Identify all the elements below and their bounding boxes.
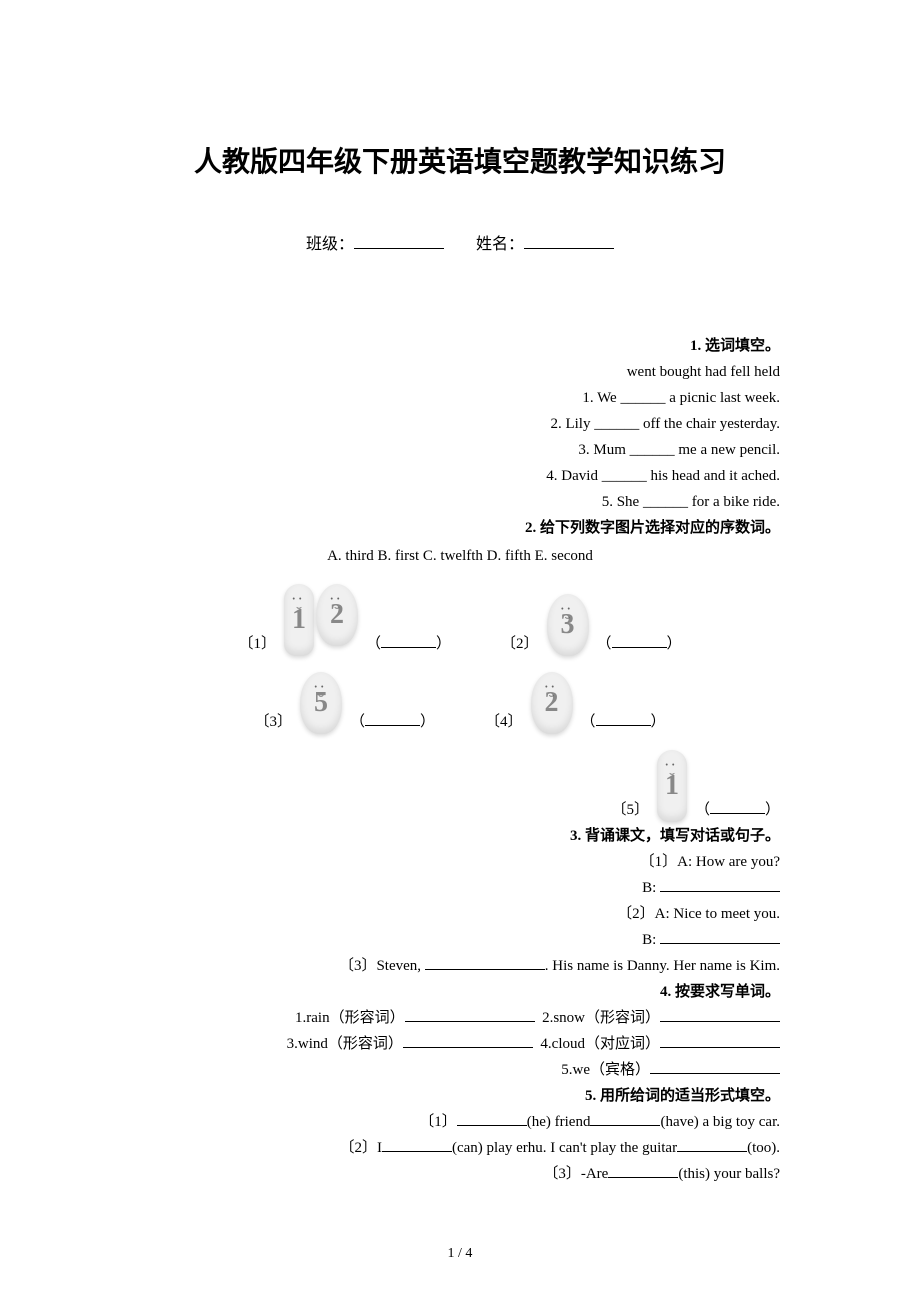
q4-blank-2[interactable] xyxy=(660,1008,780,1022)
number-image-2: 2 xyxy=(531,672,573,734)
q5-blank-1[interactable] xyxy=(457,1112,527,1126)
q5-l2b: (can) play erhu. I can't play the guitar xyxy=(452,1140,677,1156)
q3-blank-2[interactable] xyxy=(660,930,780,944)
q4-i5: 5.we（宾格） xyxy=(561,1062,650,1078)
q1-wordbank: went bought had fell held xyxy=(140,360,780,384)
q2-blank-4[interactable]: （） xyxy=(581,710,666,734)
name-blank[interactable] xyxy=(524,233,614,249)
q1-item-5: 5. She ______ for a bike ride. xyxy=(140,490,780,514)
q5-l1c: (have) a big toy car. xyxy=(660,1114,780,1130)
q1-item-3: 3. Mum ______ me a new pencil. xyxy=(140,438,780,462)
page-title: 人教版四年级下册英语填空题教学知识练习 xyxy=(140,140,780,180)
q2-options: A. third B. first C. twelfth D. fifth E.… xyxy=(140,544,780,568)
q2-row-1: 〔1〕 1 2 （） 〔2〕 3 （） xyxy=(140,584,780,656)
q2-blank-5[interactable]: （） xyxy=(695,798,780,822)
q4-i1: 1.rain（形容词） xyxy=(295,1010,405,1026)
q5-blank-2[interactable] xyxy=(590,1112,660,1126)
q4-blank-1[interactable] xyxy=(405,1008,535,1022)
q5-blank-5[interactable] xyxy=(608,1164,678,1178)
q3-blank-1[interactable] xyxy=(660,878,780,892)
q3-l2: B: xyxy=(642,880,656,896)
q5-l3b: (this) your balls? xyxy=(678,1166,780,1182)
q5-blank-4[interactable] xyxy=(677,1138,747,1152)
number-image-3: 3 xyxy=(547,594,589,656)
q2-row-2: 〔3〕 5 （） 〔4〕 2 （） xyxy=(140,672,780,734)
q5-l2c: (too). xyxy=(747,1140,780,1156)
class-label: 班级： xyxy=(306,236,354,253)
q1-item-2: 2. Lily ______ off the chair yesterday. xyxy=(140,412,780,436)
q3-l5-post: . His name is Danny. Her name is Kim. xyxy=(545,958,780,974)
q3-l5-pre: 〔3〕Steven, xyxy=(339,958,425,974)
q4-blank-3[interactable] xyxy=(403,1034,533,1048)
q3-l4: B: xyxy=(642,932,656,948)
number-image-5: 5 xyxy=(300,672,342,734)
q3-l1: 〔1〕A: How are you? xyxy=(140,850,780,874)
name-label: 姓名： xyxy=(476,236,524,253)
q5-blank-3[interactable] xyxy=(382,1138,452,1152)
q2-item-1-label: 〔1〕 xyxy=(238,632,276,656)
q3-blank-3[interactable] xyxy=(425,956,545,970)
q2-blank-1[interactable]: （） xyxy=(366,632,451,656)
q3-l3: 〔2〕A: Nice to meet you. xyxy=(140,902,780,926)
q4-blank-5[interactable] xyxy=(650,1060,780,1074)
q2-item-3-label: 〔3〕 xyxy=(254,710,292,734)
q1-item-4: 4. David ______ his head and it ached. xyxy=(140,464,780,488)
q4-title: 4. 按要求写单词。 xyxy=(660,984,780,1000)
q4-blank-4[interactable] xyxy=(660,1034,780,1048)
class-name-row: 班级： 姓名： xyxy=(140,230,780,254)
q4-i2: 2.snow（形容词） xyxy=(542,1010,660,1026)
q4-i4: 4.cloud（对应词） xyxy=(540,1036,660,1052)
q2-blank-2[interactable]: （） xyxy=(597,632,682,656)
q3-title: 3. 背诵课文，填写对话或句子。 xyxy=(570,828,780,844)
page-number: 1 / 4 xyxy=(0,1246,920,1262)
q1-title: 1. 选词填空。 xyxy=(690,338,780,354)
number-image-1: 1 xyxy=(657,750,687,822)
number-image-12: 1 2 xyxy=(284,584,358,656)
q1-item-1: 1. We ______ a picnic last week. xyxy=(140,386,780,410)
q2-item-5-label: 〔5〕 xyxy=(611,798,649,822)
q2-item-2-label: 〔2〕 xyxy=(501,632,539,656)
q2-blank-3[interactable]: （） xyxy=(350,710,435,734)
q5-l1b: (he) friend xyxy=(527,1114,591,1130)
q2-item-4-label: 〔4〕 xyxy=(485,710,523,734)
q4-i3: 3.wind（形容词） xyxy=(287,1036,403,1052)
q2-title: 2. 给下列数字图片选择对应的序数词。 xyxy=(525,520,780,536)
q5-l1a: 〔1〕 xyxy=(419,1114,457,1130)
q5-l3a: 〔3〕-Are xyxy=(543,1166,608,1182)
class-blank[interactable] xyxy=(354,233,444,249)
q5-title: 5. 用所给词的适当形式填空。 xyxy=(585,1088,780,1104)
q5-l2a: 〔2〕I xyxy=(339,1140,382,1156)
